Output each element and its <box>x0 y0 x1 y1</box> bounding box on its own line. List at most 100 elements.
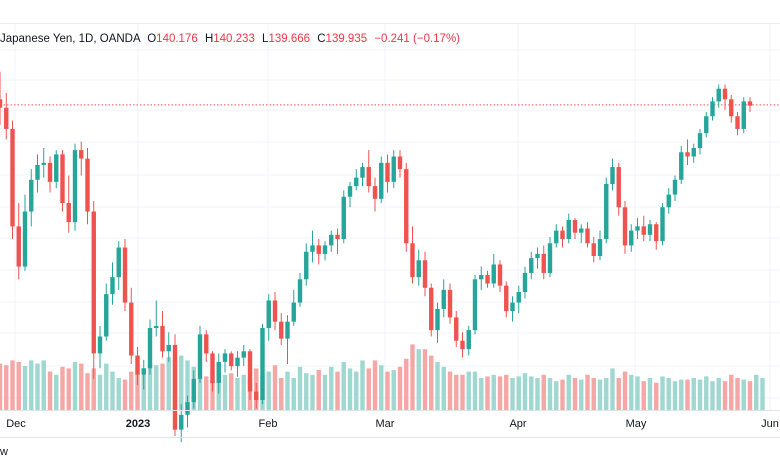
candle-body <box>729 99 734 117</box>
time-axis-label: 2023 <box>126 418 150 430</box>
volume-bar <box>129 371 134 410</box>
time-axis-label: Apr <box>509 418 526 430</box>
candle <box>41 148 46 178</box>
candle <box>735 112 740 136</box>
candle-body <box>629 230 634 246</box>
candle <box>485 270 490 288</box>
candle <box>435 302 440 343</box>
candle-body <box>329 234 334 246</box>
time-axis[interactable]: Dec 2023 Feb Mar Apr May Jun <box>6 418 779 430</box>
candle <box>722 84 728 110</box>
volume-bar <box>497 376 503 410</box>
candle <box>266 294 271 341</box>
candle <box>147 319 153 375</box>
candle <box>679 145 684 184</box>
candle <box>685 139 690 165</box>
volume-bar <box>4 365 9 410</box>
candle <box>729 95 734 123</box>
candle-body <box>185 402 190 415</box>
candle-body <box>454 317 459 341</box>
candle-body <box>366 167 371 187</box>
candle-body <box>85 158 90 212</box>
volume-bar <box>460 374 465 410</box>
candle <box>535 247 540 269</box>
candle-body <box>97 336 103 354</box>
candle-body <box>541 253 546 273</box>
top-toolbar-strip <box>0 0 780 24</box>
volume-bar <box>735 378 740 410</box>
low-key: L <box>262 33 269 45</box>
candle-body <box>72 150 78 223</box>
candle-body <box>410 243 415 278</box>
candle <box>172 334 178 436</box>
candle-body <box>10 128 15 227</box>
volume-bar <box>29 360 34 410</box>
candle-body <box>29 179 34 212</box>
symbol-name[interactable]: Japanese Yen, 1D, OANDA <box>0 33 141 45</box>
candle-body <box>391 156 396 182</box>
volume-bar <box>60 366 65 410</box>
volume-bar <box>641 381 646 410</box>
candle <box>379 156 384 204</box>
volume-bar <box>110 371 115 410</box>
candle <box>110 262 115 305</box>
candle-body <box>341 196 346 240</box>
candle-body <box>379 162 384 199</box>
time-axis-label: Mar <box>376 418 395 430</box>
candle <box>347 181 353 208</box>
candle <box>341 190 346 244</box>
candle <box>560 226 565 248</box>
candle <box>229 351 234 371</box>
candle <box>79 141 84 176</box>
volume-bar <box>35 363 40 410</box>
candle <box>491 253 496 288</box>
candle <box>241 344 246 367</box>
volume-bar <box>760 378 765 410</box>
candle <box>497 260 503 292</box>
volume-bar <box>435 362 440 410</box>
candle-body <box>585 228 590 244</box>
candle <box>154 300 159 337</box>
candle-body <box>622 207 628 246</box>
volume-bar <box>535 378 540 410</box>
volume-bar <box>416 349 421 410</box>
volume-bar <box>579 379 584 410</box>
bottom-bar-text[interactable]: w <box>0 446 8 458</box>
volume-bar <box>347 368 353 410</box>
volume-bar <box>422 349 428 410</box>
volume-bar <box>366 368 371 410</box>
candle-body <box>441 289 446 309</box>
candle-body <box>716 88 721 102</box>
volume-bar <box>22 366 28 410</box>
volume-bar <box>491 374 496 410</box>
candle <box>747 97 753 112</box>
candle <box>4 92 9 140</box>
bottom-divider <box>0 437 780 438</box>
candle-body <box>16 226 21 267</box>
volume-bar <box>197 378 203 410</box>
candle-body <box>354 177 359 187</box>
volume-bar <box>141 373 146 410</box>
candle <box>710 97 715 121</box>
candle <box>54 150 59 189</box>
candle <box>360 162 365 187</box>
volume-bar <box>547 378 553 410</box>
volume-bar <box>472 371 478 410</box>
candle <box>579 224 584 244</box>
candle <box>329 230 334 252</box>
volume-bar <box>604 378 609 410</box>
candle <box>66 175 71 233</box>
candle-body <box>216 361 221 384</box>
candle <box>222 349 228 373</box>
candle-body <box>547 243 553 273</box>
candle-body <box>35 164 40 180</box>
volume-bar <box>266 371 271 410</box>
volume-bar <box>741 379 746 410</box>
candle <box>91 200 96 379</box>
volume-bar <box>66 368 71 410</box>
volume-bar <box>554 381 559 410</box>
candle-body <box>291 302 296 322</box>
volume-bar <box>391 370 396 410</box>
candle-body <box>304 251 309 280</box>
